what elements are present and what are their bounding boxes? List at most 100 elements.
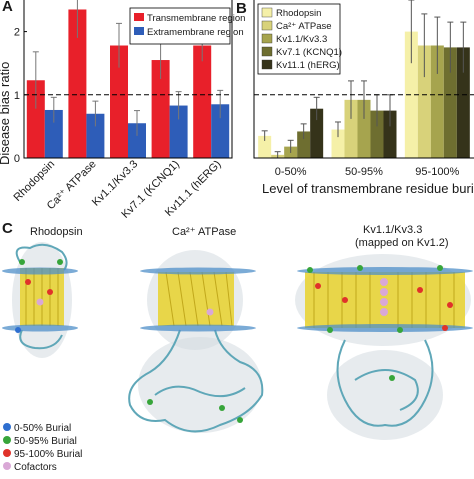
y-tick-label: 2 xyxy=(14,27,20,39)
axes xyxy=(253,0,474,159)
structure-title-rhodopsin: Rhodopsin xyxy=(30,226,83,238)
rhodopsin-structure xyxy=(2,242,78,358)
legend-marker xyxy=(3,462,11,470)
legend-label: Kv11.1 (hERG) xyxy=(276,60,340,71)
legend-label: 95-100% Burial xyxy=(14,449,82,460)
bar xyxy=(211,104,230,158)
bar xyxy=(86,113,105,158)
loops xyxy=(15,243,68,271)
membrane-plane xyxy=(140,267,256,275)
legend-label: Kv7.1 (KCNQ1) xyxy=(276,47,342,58)
legend-swatch xyxy=(134,27,144,35)
bar xyxy=(110,45,128,159)
residue-sphere xyxy=(57,259,63,265)
surface xyxy=(327,350,443,440)
legend-label: 0-50% Burial xyxy=(14,423,71,434)
bar xyxy=(331,129,345,158)
bar xyxy=(151,60,170,158)
legend-marker xyxy=(3,423,11,431)
bar xyxy=(456,47,470,158)
legend-swatch xyxy=(261,7,273,18)
legend-swatch xyxy=(261,33,273,44)
y-axis-title: Disease bias ratio xyxy=(0,62,12,165)
residue-sphere xyxy=(47,289,53,295)
membrane-plane xyxy=(297,267,473,275)
structure-title-atpase: Ca²⁺ ATPase xyxy=(172,226,236,238)
cytoplasmic-domain xyxy=(336,339,434,427)
y-tick-label: 1 xyxy=(14,90,20,102)
legend-swatch xyxy=(134,13,144,21)
axis-frame xyxy=(253,0,474,159)
bar xyxy=(310,108,324,158)
legend-swatch xyxy=(261,59,273,70)
x-axis-title: Level of transmembrane residue burial xyxy=(262,181,474,196)
bar xyxy=(344,99,358,158)
y-tick-label: 0 xyxy=(14,153,20,165)
legend-label: Rhodopsin xyxy=(276,8,321,19)
helix-bundle xyxy=(158,272,234,326)
bar xyxy=(26,80,45,158)
legend-label: 50-95% Burial xyxy=(14,436,77,447)
residue-sphere xyxy=(25,279,31,285)
bar xyxy=(404,31,418,159)
structure-subtitle-kv: (mapped on Kv1.2) xyxy=(355,237,449,249)
burial-legend: 0-50% Burial 50-95% Burial 95-100% Burial C… xyxy=(3,423,82,473)
panel-b-label: B xyxy=(236,0,247,17)
legend-swatch xyxy=(261,46,273,57)
cofactor-sphere xyxy=(36,298,44,306)
bar xyxy=(44,109,63,158)
bars xyxy=(26,0,230,159)
legend-label: Ca²⁺ ATPase xyxy=(276,21,332,32)
atpase-structure xyxy=(128,250,264,433)
legend: Transmembrane region Extramembrane region xyxy=(129,7,245,45)
axes xyxy=(23,0,233,159)
membrane-plane xyxy=(2,324,78,332)
legend-marker xyxy=(3,449,11,457)
membrane-plane xyxy=(140,324,256,332)
legend-box xyxy=(129,7,231,45)
legend: Rhodopsin Ca²⁺ ATPase Kv1.1/Kv3.3 Kv7.1 (KC… xyxy=(257,3,342,75)
legend-swatch xyxy=(261,20,273,31)
panel-c-label: C xyxy=(2,220,13,237)
panel-b: B 0-50% 50-95% 95-100% Level of transmembr… xyxy=(236,0,474,196)
bar xyxy=(258,135,272,158)
legend-label: Cofactors xyxy=(14,462,57,473)
legend-marker xyxy=(3,436,11,444)
cytoplasmic-domain xyxy=(128,329,264,433)
residue-sphere xyxy=(147,399,153,405)
legend-label: Transmembrane region xyxy=(147,13,245,24)
bar xyxy=(169,105,188,158)
legend-label: Kv1.1/Kv3.3 xyxy=(276,34,327,45)
residue-sphere xyxy=(237,417,243,423)
bar xyxy=(193,45,212,159)
residue-sphere xyxy=(219,405,225,411)
loops xyxy=(19,329,63,350)
membrane-plane xyxy=(2,267,78,275)
bar xyxy=(128,123,146,158)
membrane-plane xyxy=(297,324,473,332)
legend-label: Extramembrane region xyxy=(147,27,244,38)
structure-title-kv: Kv1.1/Kv3.3 xyxy=(363,224,422,236)
residue-sphere xyxy=(15,327,21,333)
kv-structure xyxy=(295,254,473,440)
surface xyxy=(138,337,262,433)
x-tick-label: 50-95% xyxy=(345,166,383,178)
x-tick-labels: 0-50% 50-95% 95-100% xyxy=(275,166,460,178)
cofactor-column xyxy=(380,278,388,316)
cofactor-sphere xyxy=(206,308,214,316)
bars xyxy=(258,0,470,159)
bar xyxy=(417,45,431,159)
bar xyxy=(370,110,384,158)
bar xyxy=(383,110,397,158)
bar xyxy=(297,131,311,158)
bar xyxy=(357,99,371,158)
x-tick-label: 0-50% xyxy=(275,166,307,178)
residue-sphere xyxy=(19,259,25,265)
panel-c: C Rhodopsin Ca²⁺ ATPase Kv1.1/Kv3.3 (map… xyxy=(2,220,473,473)
bar xyxy=(430,45,444,159)
axis-frame xyxy=(23,0,233,159)
panel-a-label: A xyxy=(2,0,13,15)
